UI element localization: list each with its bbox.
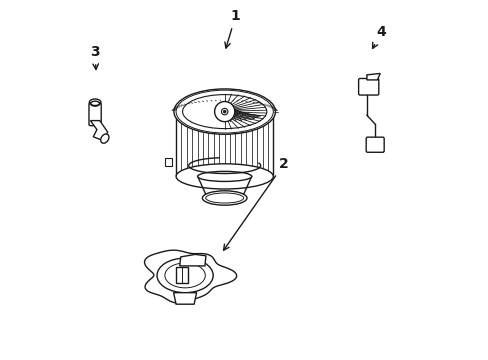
- Text: 3: 3: [90, 45, 100, 69]
- Ellipse shape: [205, 193, 243, 203]
- Text: 2: 2: [223, 157, 288, 250]
- Text: 4: 4: [372, 26, 386, 48]
- Polygon shape: [173, 293, 196, 304]
- Polygon shape: [164, 158, 172, 166]
- Ellipse shape: [197, 171, 251, 181]
- Polygon shape: [366, 73, 380, 80]
- Ellipse shape: [176, 164, 273, 189]
- Circle shape: [223, 110, 225, 113]
- FancyBboxPatch shape: [366, 137, 384, 152]
- Text: 1: 1: [224, 9, 240, 48]
- Bar: [176, 267, 188, 283]
- Ellipse shape: [101, 134, 109, 143]
- Circle shape: [221, 108, 227, 115]
- Circle shape: [214, 102, 234, 122]
- Ellipse shape: [202, 191, 246, 205]
- Ellipse shape: [174, 89, 275, 134]
- Ellipse shape: [176, 90, 273, 133]
- Bar: [176, 112, 273, 176]
- Polygon shape: [90, 121, 107, 140]
- Ellipse shape: [164, 263, 205, 288]
- Ellipse shape: [157, 258, 213, 293]
- Ellipse shape: [91, 101, 99, 106]
- FancyBboxPatch shape: [89, 103, 101, 126]
- FancyBboxPatch shape: [358, 78, 378, 95]
- Polygon shape: [179, 255, 205, 266]
- Polygon shape: [144, 250, 236, 303]
